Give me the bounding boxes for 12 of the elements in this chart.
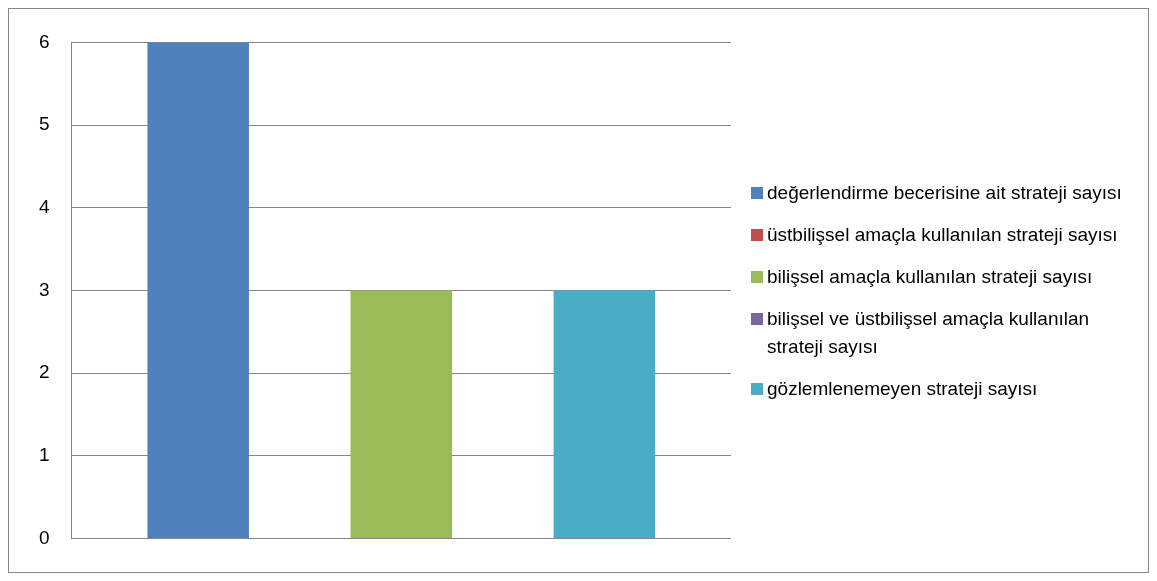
legend-label: bilişsel ve üstbilişsel amaçla kullanılan strateji sayısı [767, 306, 1091, 359]
y-tick-label: 3 [38, 278, 50, 300]
legend-label: değerlendirme becerisine ait strateji sayısı [767, 180, 1122, 205]
y-tick-label: 2 [38, 361, 50, 383]
legend-label: bilişsel amaçla kullanılan strateji sayısı [767, 264, 1093, 289]
y-tick-label: 0 [38, 526, 50, 548]
y-tick-label: 6 [38, 30, 50, 52]
legend-label: gözlemlenemeyen strateji sayısı [767, 376, 1038, 401]
y-tick-label: 5 [38, 113, 50, 135]
y-tick-label: 1 [38, 444, 50, 466]
legend-label: üstbilişsel amaçla kullanılan strateji sayısı [767, 222, 1118, 247]
y-tick-label: 4 [38, 196, 50, 218]
